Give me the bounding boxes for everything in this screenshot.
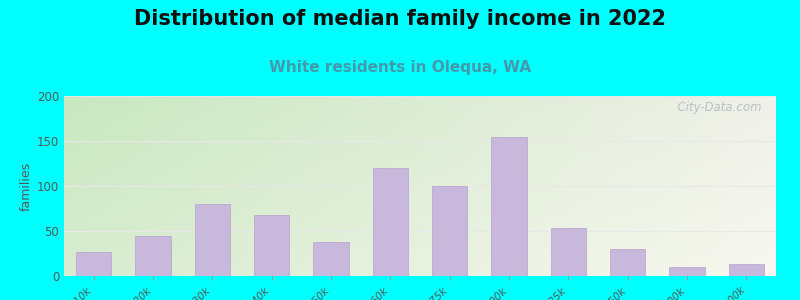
Bar bbox=[669, 267, 705, 276]
Y-axis label: families: families bbox=[20, 161, 33, 211]
Text: City-Data.com: City-Data.com bbox=[670, 101, 762, 114]
Bar bbox=[432, 186, 467, 276]
Bar bbox=[373, 168, 408, 276]
Text: White residents in Olequa, WA: White residents in Olequa, WA bbox=[269, 60, 531, 75]
Bar bbox=[729, 264, 764, 276]
Bar bbox=[135, 236, 171, 276]
Bar bbox=[76, 252, 111, 276]
Bar bbox=[314, 242, 349, 276]
Text: Distribution of median family income in 2022: Distribution of median family income in … bbox=[134, 9, 666, 29]
Bar bbox=[610, 249, 646, 276]
Bar bbox=[550, 228, 586, 276]
Bar bbox=[491, 136, 526, 276]
Bar bbox=[254, 215, 290, 276]
Bar bbox=[194, 204, 230, 276]
